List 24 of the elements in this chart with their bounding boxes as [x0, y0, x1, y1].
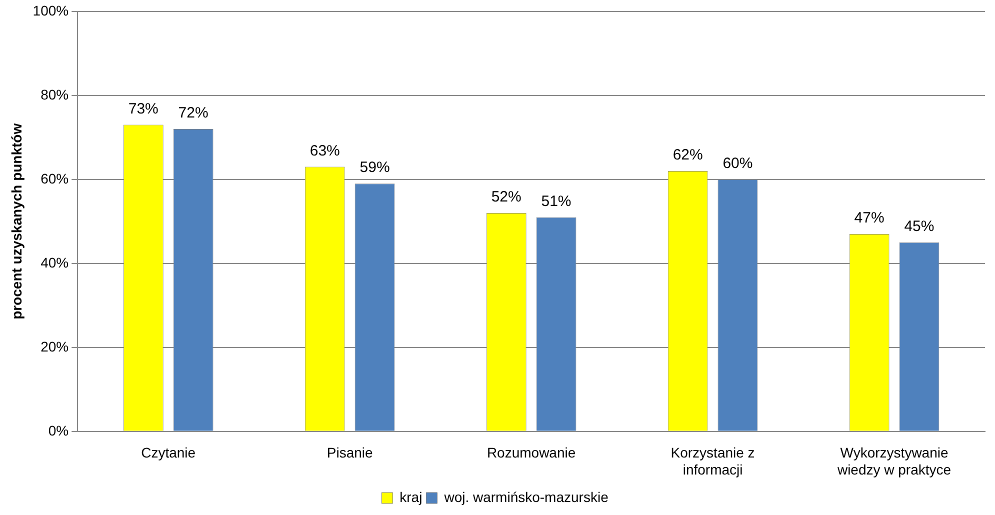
data-label: 51% [541, 192, 572, 210]
y-axis-title: procent uzyskanych punktów [8, 123, 24, 320]
y-tick-label: 40% [40, 254, 69, 270]
y-tick-label: 20% [40, 338, 69, 354]
x-tick-label: Rozumowanie [486, 444, 576, 461]
data-label: 72% [178, 104, 208, 122]
data-label: 60% [722, 155, 753, 172]
y-tick-label: 0% [48, 422, 69, 438]
data-label: 45% [904, 218, 934, 236]
y-tick-label: 80% [40, 86, 69, 102]
x-tick-label: Czytanie [141, 444, 196, 461]
x-tick-label: Korzystanie z informacji [670, 444, 755, 478]
data-label: 52% [491, 188, 522, 206]
data-label: 73% [128, 100, 158, 118]
data-label: 47% [854, 210, 884, 227]
data-label: 63% [310, 142, 340, 160]
x-tick-label: Wykorzystywanie wiedzy w praktyce [836, 444, 952, 478]
y-tick-label: 100% [32, 2, 69, 18]
legend-label: woj. warmińsko-mazurskie [443, 488, 609, 505]
legend-label: kraj [400, 488, 422, 505]
data-label: 62% [672, 146, 703, 164]
y-tick-label: 60% [40, 170, 69, 186]
data-label: 59% [360, 159, 390, 176]
x-tick-label: Pisanie [326, 444, 373, 461]
